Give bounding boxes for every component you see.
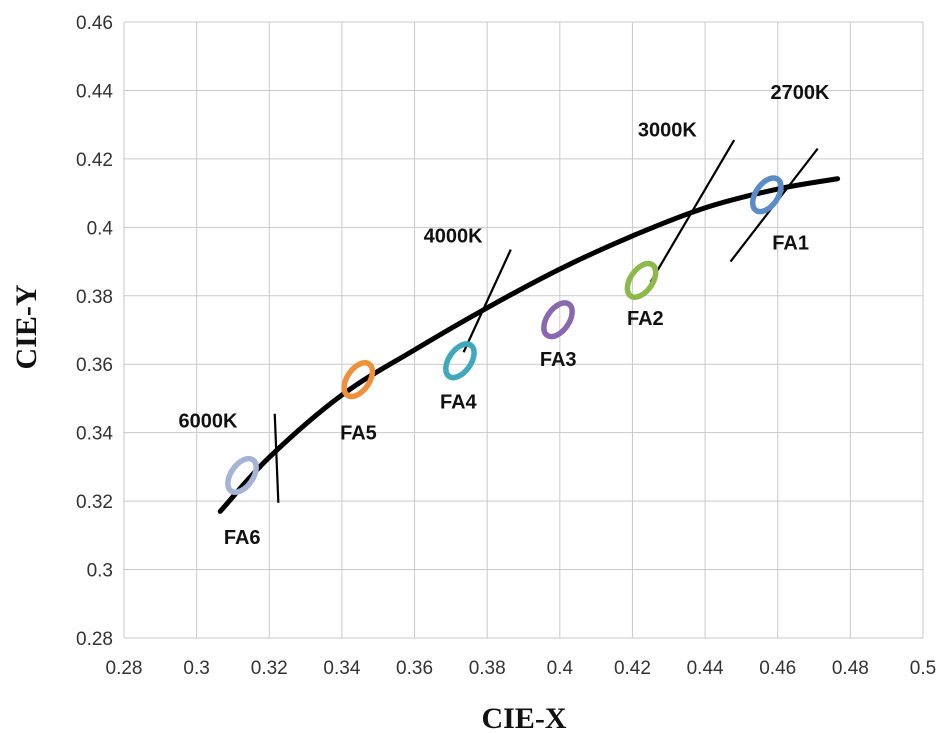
x-tick-label: 0.44 (687, 658, 724, 679)
data-point-fa2 (624, 260, 659, 300)
isotherm-line-4000k (462, 249, 512, 353)
point-label-fa6: FA6 (224, 527, 261, 549)
grid (123, 21, 924, 639)
data-point-fa1 (749, 175, 784, 215)
y-tick-labels: 0.28 0.3 0.32 0.34 0.36 0.38 0.4 0.42 0.44 0.46 (76, 13, 113, 650)
isotherm-label-4000k: 4000K (424, 226, 483, 248)
x-tick-label: 0.34 (323, 658, 360, 679)
isotherm-label-6000k: 6000K (178, 411, 237, 433)
x-tick-label: 0.42 (614, 658, 651, 679)
y-tick-label: 0.38 (76, 287, 113, 308)
data-point-fa4 (443, 341, 477, 381)
y-tick-label: 0.36 (76, 355, 113, 376)
x-tick-label: 0.36 (396, 658, 433, 679)
y-tick-label: 0.32 (76, 492, 113, 513)
y-tick-label: 0.44 (76, 81, 113, 102)
x-axis-title: CIE-X (481, 702, 566, 733)
x-tick-label: 0.32 (251, 658, 288, 679)
planckian-locus (217, 176, 841, 514)
x-tick-label: 0.38 (469, 658, 506, 679)
y-tick-label: 0.46 (76, 13, 113, 34)
y-tick-label: 0.4 (87, 218, 114, 239)
planckian-locus-curve (217, 176, 841, 514)
isotherm-line-6000k (273, 413, 280, 503)
point-label-fa5: FA5 (340, 423, 377, 445)
x-tick-labels: 0.28 0.3 0.32 0.34 0.36 0.38 0.4 0.42 0.44 0.46 0.… (106, 658, 937, 679)
isotherm-label-3000k: 3000K (638, 120, 697, 142)
point-label-fa3: FA3 (540, 349, 577, 371)
data-point-fa5 (341, 360, 376, 400)
y-tick-label: 0.34 (76, 424, 113, 445)
point-label-fa1: FA1 (772, 233, 809, 255)
y-tick-label: 0.3 (87, 561, 113, 582)
annotations: FA1 FA2 FA3 FA4 FA5 FA6 2700K 3000K 4000K 6000K (178, 82, 829, 549)
x-tick-label: 0.5 (910, 658, 936, 679)
x-tick-label: 0.4 (547, 658, 574, 679)
x-tick-label: 0.28 (106, 658, 143, 679)
data-point-fa3 (541, 300, 575, 340)
data-point-fa6 (225, 455, 259, 495)
data-points (225, 175, 784, 495)
x-tick-label: 0.3 (183, 658, 209, 679)
y-tick-label: 0.42 (76, 150, 113, 171)
y-tick-label: 0.28 (76, 629, 113, 650)
point-label-fa4: FA4 (440, 392, 478, 414)
isotherm-label-2700k: 2700K (770, 82, 829, 104)
y-axis-title: CIE-Y (10, 284, 43, 369)
point-label-fa2: FA2 (627, 308, 664, 330)
x-tick-label: 0.48 (832, 658, 869, 679)
x-tick-label: 0.46 (759, 658, 796, 679)
